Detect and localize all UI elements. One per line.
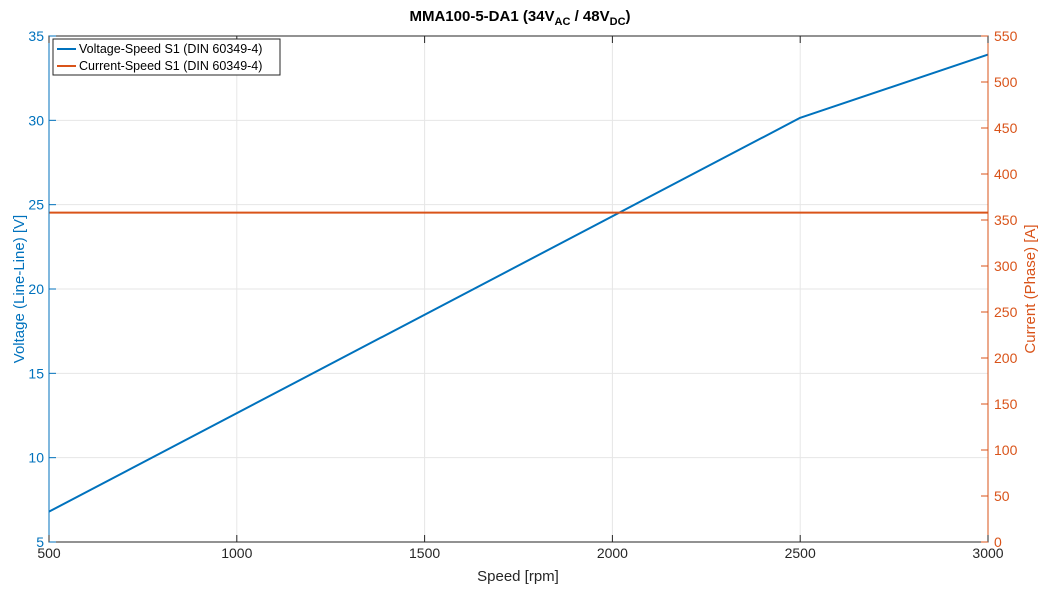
y-left-tick-label: 25 [28,197,44,213]
x-axis-label: Speed [rpm] [477,568,559,585]
grid [49,36,988,542]
y-right-tick-label: 100 [994,442,1018,458]
title-main: MMA100-5-DA1 (34V [409,8,554,25]
y-left-tick-label: 35 [28,28,44,44]
y-left-tick-label: 5 [36,534,44,550]
ticks: 500 1000 1500 2000 2500 300051015202530350501… [28,28,1017,561]
y-right-tick-label: 400 [994,166,1018,182]
x-tick-label: 1000 [221,545,252,561]
y-right-tick-label: 550 [994,28,1018,44]
plot-lines [48,53,989,513]
chart-title: MMA100-5-DA1 (34VAC / 48VDC) [409,8,630,28]
y-right-tick-label: 250 [994,304,1018,320]
y-right-tick-label: 0 [994,534,1002,550]
y-right-tick-label: 500 [994,74,1018,90]
y-right-tick-label: 50 [994,488,1010,504]
y-right-tick-label: 450 [994,120,1018,136]
series-line-voltage [48,53,989,513]
y-left-tick-label: 20 [28,281,44,297]
legend: Voltage-Speed S1 (DIN 60349-4) Current-S… [52,38,281,76]
title-sub-ac: AC [555,16,571,28]
x-tick-label: 2500 [785,545,816,561]
title-sub-dc: DC [610,16,626,28]
title-end: ) [626,8,631,25]
legend-label-current: Current-Speed S1 (DIN 60349-4) [79,59,262,73]
y-right-tick-label: 300 [994,258,1018,274]
y-right-tick-label: 350 [994,212,1018,228]
y-right-tick-label: 200 [994,350,1018,366]
x-tick-label: 3000 [972,545,1003,561]
title-mid: / 48V [570,8,609,25]
x-tick-label: 500 [37,545,61,561]
y-left-tick-label: 30 [28,112,44,128]
y-left-tick-label: 15 [28,365,44,381]
legend-label-voltage: Voltage-Speed S1 (DIN 60349-4) [79,42,262,56]
y-axis-left-label: Voltage (Line-Line) [V] [11,215,28,363]
x-tick-label: 2000 [597,545,628,561]
y-left-tick-label: 10 [28,450,44,466]
y-axis-right-label: Current (Phase) [A] [1022,224,1039,353]
legend-box [52,38,281,76]
y-right-tick-label: 150 [994,396,1018,412]
x-tick-label: 1500 [409,545,440,561]
